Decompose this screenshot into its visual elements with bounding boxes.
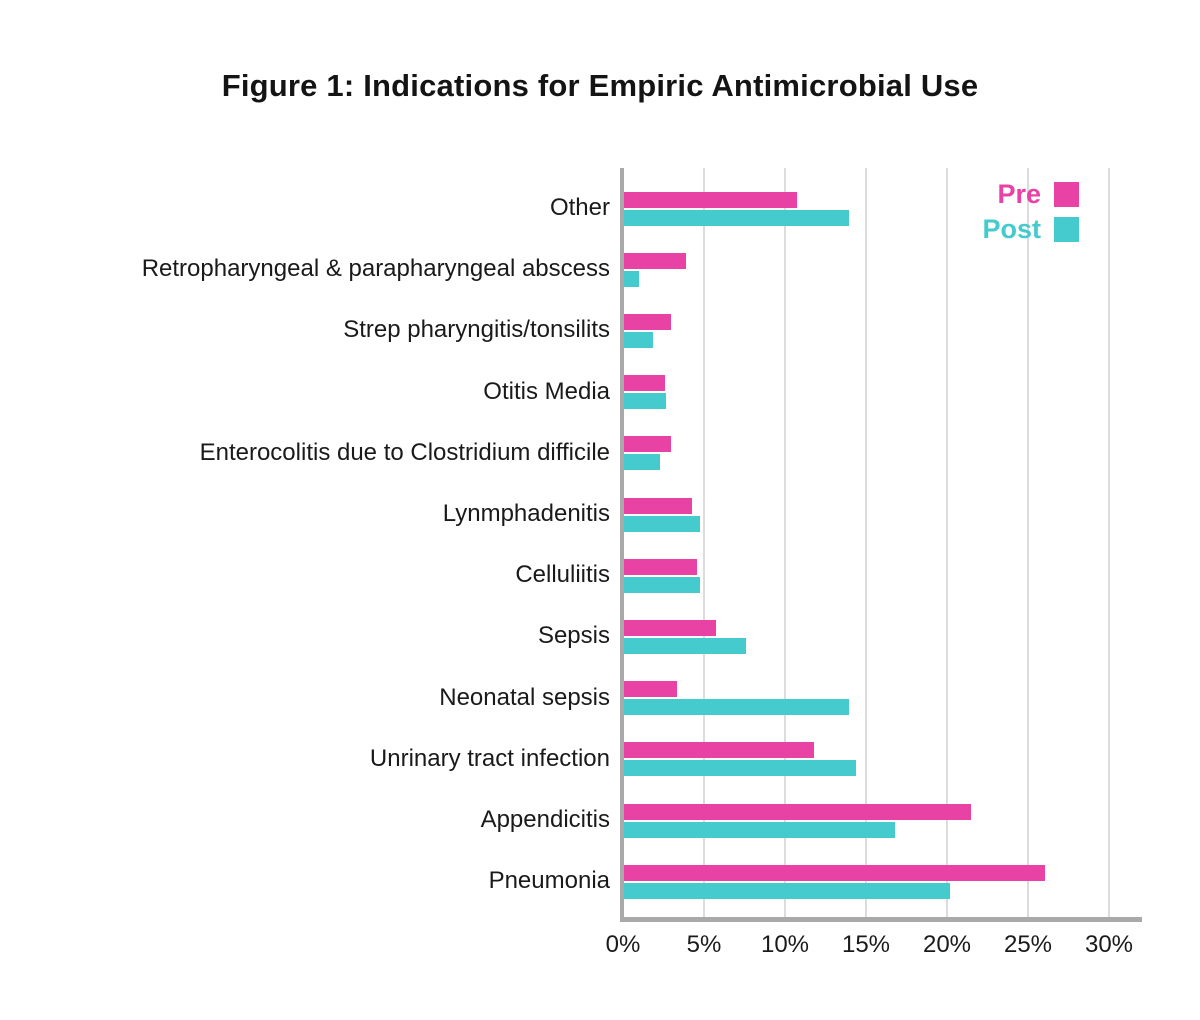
category-label: Pneumonia: [488, 867, 610, 895]
x-axis-line: [620, 917, 1142, 922]
x-tick-label: 30%: [1084, 931, 1134, 958]
bar-post: [624, 209, 850, 226]
bar-pre: [624, 558, 697, 575]
bar-post: [624, 270, 639, 287]
bar-post: [624, 699, 850, 716]
bar-pre: [624, 619, 717, 636]
bar-post: [624, 637, 746, 654]
legend-swatch-pre-icon: [1054, 182, 1079, 207]
gridline: [1027, 168, 1029, 918]
bar-post: [624, 882, 950, 899]
legend-item-pre: Pre: [997, 179, 1079, 209]
bar-pre: [624, 313, 671, 330]
legend-item-post: Post: [982, 214, 1079, 244]
category-label: Otitis Media: [483, 377, 610, 405]
bar-post: [624, 515, 701, 532]
category-label: Neonatal sepsis: [439, 683, 610, 711]
legend-label-pre: Pre: [997, 179, 1041, 209]
x-tick-label: 10%: [760, 931, 810, 958]
bar-pre: [624, 864, 1046, 881]
bar-post: [624, 576, 701, 593]
x-tick-label: 5%: [686, 931, 722, 958]
bar-post: [624, 760, 856, 777]
bar-post: [624, 821, 895, 838]
bar-post: [624, 331, 654, 348]
category-label: Retropharyngeal & parapharyngeal abscess: [141, 255, 610, 283]
legend-swatch-post-icon: [1054, 217, 1079, 242]
category-label: Enterocolitis due to Clostridium diffici…: [199, 438, 610, 466]
category-label: Strep pharyngitis/tonsilits: [343, 316, 610, 344]
bar-pre: [624, 497, 693, 514]
category-label: Other: [549, 194, 610, 221]
gridline: [1108, 168, 1110, 918]
x-tick-label: 15%: [841, 931, 891, 958]
bar-pre: [624, 191, 798, 208]
category-label: Celluliitis: [515, 561, 610, 589]
bar-pre: [624, 803, 971, 820]
bar-post: [624, 454, 660, 471]
category-label: Sepsis: [537, 622, 610, 650]
legend: Pre Post: [982, 179, 1079, 244]
category-label: Unrinary tract infection: [369, 744, 610, 772]
x-tick-label: 0%: [605, 931, 641, 958]
gridline: [703, 168, 705, 918]
x-tick-label: 20%: [922, 931, 972, 958]
bar-pre: [624, 436, 671, 453]
y-axis-line: [620, 168, 624, 922]
bar-pre: [624, 681, 678, 698]
gridline: [865, 168, 867, 918]
gridline: [946, 168, 948, 918]
bar-pre: [624, 252, 686, 269]
bar-pre: [624, 375, 665, 392]
x-tick-label: 25%: [1003, 931, 1053, 958]
chart-title: Figure 1: Indications for Empiric Antimi…: [221, 68, 979, 103]
legend-label-post: Post: [982, 214, 1041, 244]
category-label: Appendicitis: [480, 806, 610, 833]
gridline: [784, 168, 786, 918]
category-label: Lynmphadenitis: [442, 500, 610, 527]
bar-post: [624, 393, 667, 410]
bar-pre: [624, 742, 814, 759]
